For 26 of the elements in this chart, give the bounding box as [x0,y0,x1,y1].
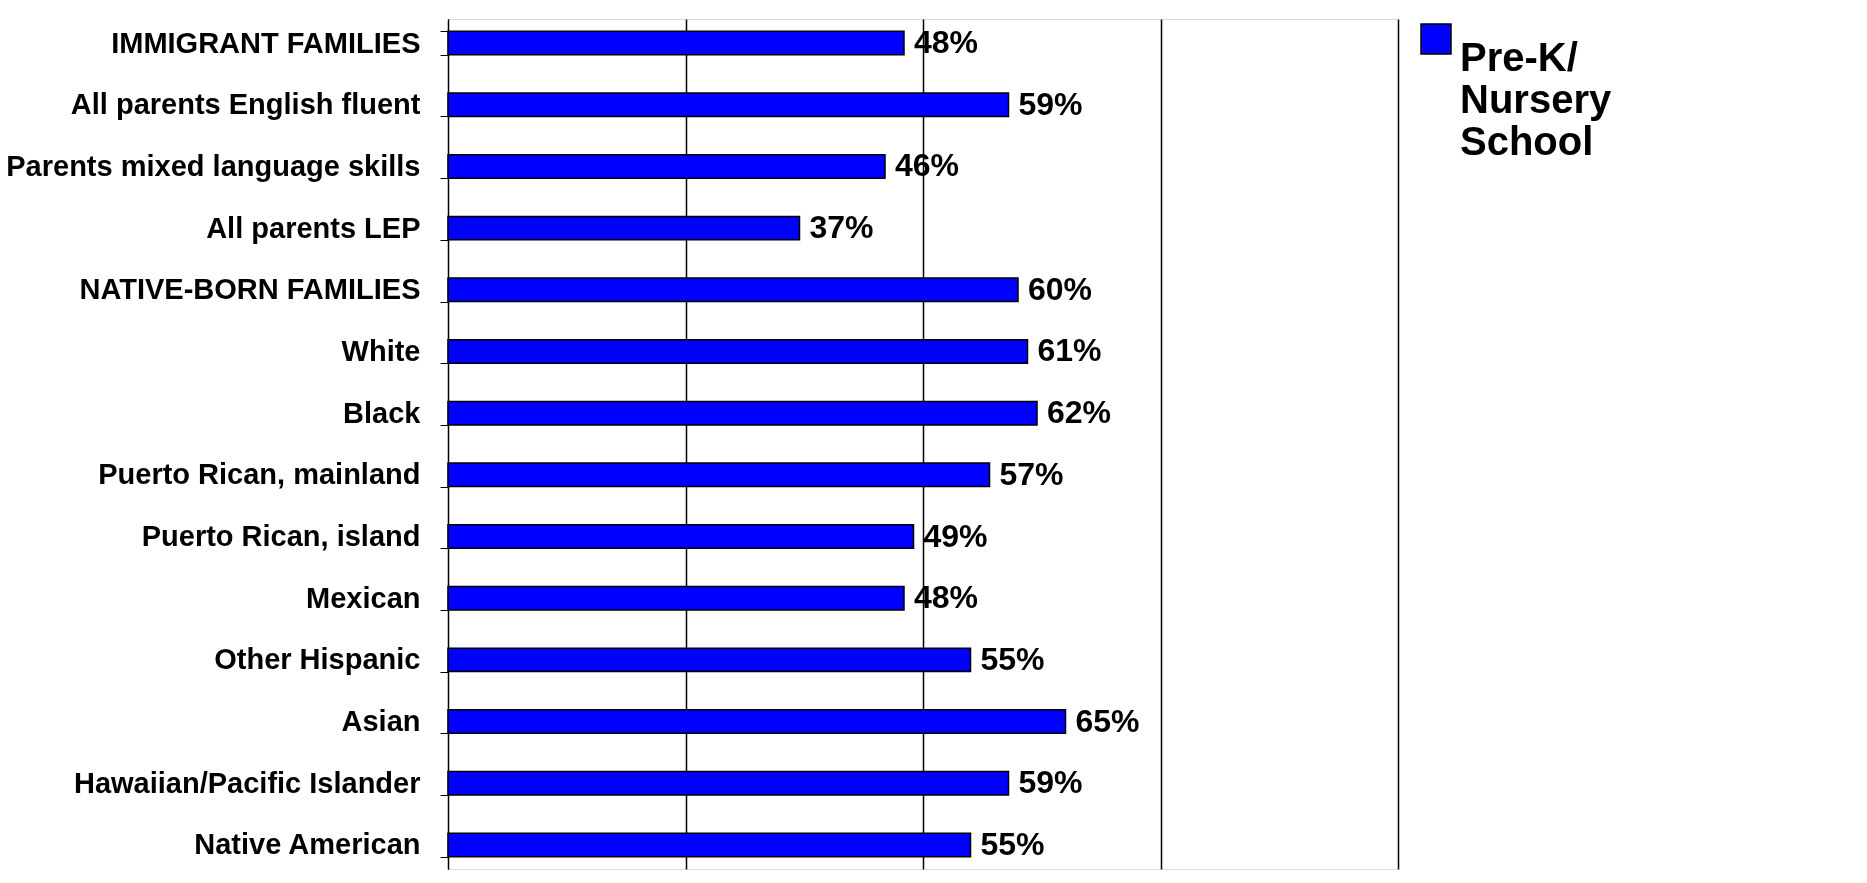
y-tick-label: Hawaiian/Pacific Islander [73,766,421,799]
y-tick-label: IMMIGRANT FAMILIES [111,26,421,59]
y-tick-label: Asian [341,705,421,738]
data-label: 60% [1028,270,1093,307]
y-tick-label: All parents LEP [206,211,421,244]
y-tick-label: White [341,334,421,367]
data-label: 59% [1018,764,1083,801]
y-tick-label: Puerto Rican, mainland [98,458,421,491]
data-label: 59% [1018,85,1083,122]
y-tick-label: Mexican [306,581,421,614]
data-label: 55% [980,825,1045,862]
data-label: 37% [809,209,874,246]
y-tick-label: Black [343,396,422,429]
data-label: 61% [1037,332,1102,369]
y-tick-label: All parents English fluent [70,88,421,121]
y-tick-label: Puerto Rican, island [141,520,421,553]
y-tick-label: NATIVE-BORN FAMILIES [79,273,421,306]
legend-label: Pre-K/ Nursery School [1460,35,1612,163]
data-label: 49% [923,517,988,554]
y-tick-label: Parents mixed language skills [6,149,421,182]
y-tick-label: Native American [194,828,421,861]
data-label: 57% [999,455,1064,492]
data-label: 65% [1075,702,1140,739]
data-label: 62% [1047,394,1112,431]
y-tick-label: Other Hispanic [214,643,421,676]
data-label: 55% [980,640,1045,677]
